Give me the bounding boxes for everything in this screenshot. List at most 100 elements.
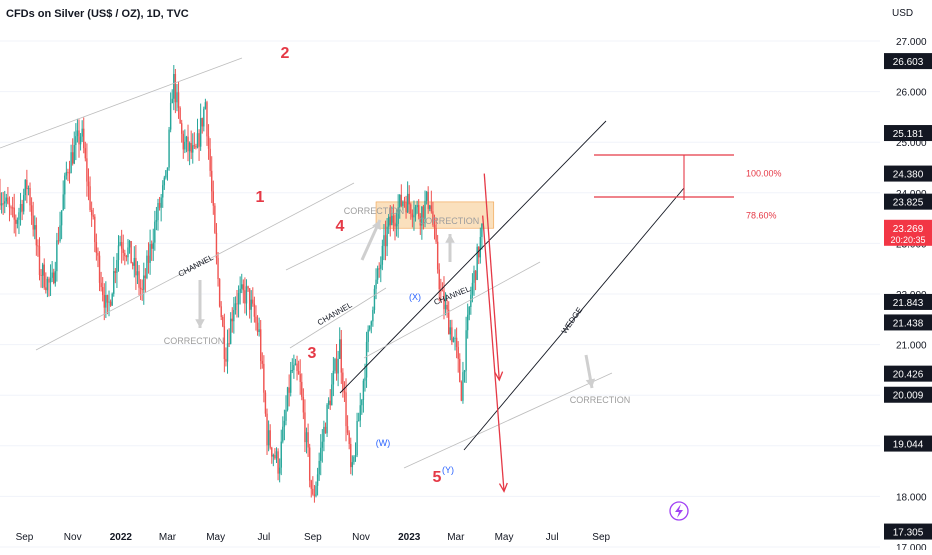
candle-body <box>195 146 197 148</box>
fib-level-label: 78.60% <box>746 211 777 221</box>
candle-body <box>220 306 222 318</box>
candle-body <box>62 194 64 211</box>
candle-body <box>144 275 147 279</box>
candle-body <box>416 205 418 208</box>
candle-body <box>263 363 265 393</box>
candle-body <box>67 171 69 173</box>
candle-body <box>162 185 164 198</box>
candle-body <box>261 360 263 364</box>
wave-label: 1 <box>256 189 265 206</box>
candle-body <box>241 284 243 289</box>
candle-body <box>111 293 113 306</box>
candle-body <box>56 240 58 272</box>
candle-body <box>119 242 121 246</box>
candle-body <box>399 194 401 208</box>
candle-body <box>43 264 45 288</box>
y-tick-label: 21.000 <box>896 341 927 352</box>
candle-body <box>59 225 61 241</box>
candle-body <box>307 432 309 448</box>
candle-body <box>267 430 270 446</box>
candle-body <box>342 372 344 392</box>
x-tick-label: Mar <box>159 532 177 543</box>
candle-body <box>192 145 194 153</box>
candle-body <box>51 272 53 278</box>
candle-body <box>244 290 246 304</box>
candle-body <box>150 244 153 249</box>
candle-body <box>248 288 251 310</box>
candle-body <box>225 359 227 362</box>
candle-body <box>321 441 324 448</box>
candle-body <box>350 444 352 468</box>
candle-body <box>98 255 101 283</box>
candle-body <box>57 240 60 242</box>
candle-body <box>146 255 148 279</box>
candle-body <box>35 225 38 246</box>
candle-body <box>326 404 328 434</box>
projection-arrow-head <box>494 371 504 382</box>
candle-body <box>166 167 169 171</box>
candle-body <box>228 343 230 345</box>
candle-body <box>0 192 1 206</box>
candle-body <box>34 225 36 230</box>
candle-body <box>127 247 129 258</box>
candle-body <box>84 148 87 159</box>
candle-body <box>38 246 41 275</box>
candle-body <box>90 209 93 216</box>
fib-level-label: 100.00% <box>746 169 782 179</box>
y-tick-label: 26.000 <box>896 88 927 99</box>
candle-body <box>278 467 281 474</box>
candle-body <box>272 455 275 457</box>
price-badge-label: 25.181 <box>893 129 924 140</box>
candle-body <box>359 405 361 421</box>
candle-body <box>375 279 377 289</box>
y-tick-label: 25.000 <box>896 138 927 149</box>
candle-body <box>269 430 271 448</box>
candle-body <box>242 284 245 291</box>
currency-label: USD <box>892 8 914 19</box>
projection-arrow-line <box>483 173 500 381</box>
candle-body <box>362 380 365 400</box>
candle-body <box>49 277 52 283</box>
candle-body <box>75 136 77 146</box>
candle-body <box>282 426 284 442</box>
candle-body <box>106 295 109 303</box>
candle-body <box>204 102 207 109</box>
candle-body <box>444 304 447 310</box>
candle-body <box>199 118 202 147</box>
candle-body <box>260 329 262 361</box>
candle-body <box>83 128 85 149</box>
candle-body <box>391 215 393 226</box>
candle-body <box>381 245 384 265</box>
candle-body <box>316 474 319 486</box>
candle-body <box>117 245 120 261</box>
candle-body <box>120 242 123 249</box>
price-badge-label: 20.009 <box>893 391 924 402</box>
candle-body <box>297 371 300 375</box>
candle-body <box>481 223 483 237</box>
candle-body <box>418 205 420 217</box>
candle-body <box>455 337 458 347</box>
candle-body <box>277 451 279 474</box>
candle-body <box>474 270 477 280</box>
x-tick-label: Jul <box>257 532 270 543</box>
candle-body <box>373 288 376 310</box>
candle-body <box>154 221 156 243</box>
x-tick-label: 2023 <box>398 532 421 543</box>
subwave-label: (W) <box>376 438 391 448</box>
candle-body <box>405 201 407 213</box>
correction-arrow-head <box>585 378 596 388</box>
candle-body <box>165 170 167 178</box>
candle-body <box>54 271 56 284</box>
candle-body <box>21 203 23 212</box>
candle-body <box>414 207 417 216</box>
candle-body <box>45 287 47 291</box>
candle-body <box>214 205 216 233</box>
candle-body <box>103 294 105 308</box>
price-badge <box>884 53 932 70</box>
candle-body <box>387 216 390 227</box>
price-badge-label: 21.438 <box>893 318 924 329</box>
candle-body <box>384 235 387 247</box>
candle-body <box>367 329 369 342</box>
candle-body <box>283 420 286 427</box>
